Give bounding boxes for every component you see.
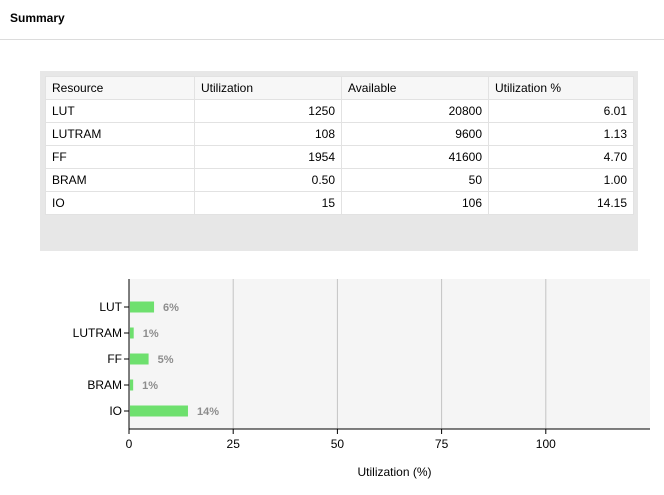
cell-utilization-pct: 6.01: [488, 99, 634, 123]
cell-utilization-pct: 1.00: [488, 168, 634, 192]
x-tick-label: 25: [227, 437, 241, 451]
cell-resource: FF: [45, 145, 195, 169]
cell-available: 106: [341, 191, 489, 215]
data-label: 6%: [163, 302, 179, 314]
cell-available: 50: [341, 168, 489, 192]
cell-available: 9600: [341, 122, 489, 146]
bar[interactable]: [130, 379, 134, 391]
cell-utilization: 1954: [194, 145, 342, 169]
x-tick-label: 75: [435, 437, 449, 451]
cell-utilization: 0.50: [194, 168, 342, 192]
column-header-resource[interactable]: Resource: [45, 76, 195, 100]
cell-available: 20800: [341, 99, 489, 123]
cell-resource: IO: [45, 191, 195, 215]
table-row[interactable]: LUT 1250 20800 6.01: [45, 99, 634, 123]
table-row[interactable]: IO 15 106 14.15: [45, 191, 634, 215]
cell-utilization: 108: [194, 122, 342, 146]
bar[interactable]: [130, 301, 155, 313]
cell-utilization: 1250: [194, 99, 342, 123]
x-tick-label: 100: [536, 437, 556, 451]
cell-resource: BRAM: [45, 168, 195, 192]
x-tick-label: 0: [126, 437, 133, 451]
data-label: 5%: [158, 354, 174, 366]
x-tick-label: 50: [331, 437, 345, 451]
bar[interactable]: [130, 353, 149, 365]
category-label: LUT: [99, 300, 122, 314]
utilization-bar-chart: 0 25 50 75 100 LUT 6% LUTRAM 1% FF 5% BRAM 1% IO 14% Ut…: [73, 279, 650, 479]
cell-utilization-pct: 1.13: [488, 122, 634, 146]
category-label: FF: [107, 352, 122, 366]
summary-title: Summary: [10, 11, 65, 25]
utilization-table: Resource Utilization Available Utilizati…: [45, 76, 634, 215]
utilization-table-container: Resource Utilization Available Utilizati…: [40, 71, 638, 251]
table-header-row: Resource Utilization Available Utilizati…: [45, 76, 634, 100]
category-label: LUTRAM: [73, 326, 122, 340]
cell-resource: LUT: [45, 99, 195, 123]
column-header-utilization-pct[interactable]: Utilization %: [488, 76, 634, 100]
data-label: 1%: [142, 380, 158, 392]
cell-utilization: 15: [194, 191, 342, 215]
cell-resource: LUTRAM: [45, 122, 195, 146]
cell-available: 41600: [341, 145, 489, 169]
x-axis-label: Utilization (%): [357, 465, 431, 479]
cell-utilization-pct: 4.70: [488, 145, 634, 169]
table-row[interactable]: BRAM 0.50 50 1.00: [45, 168, 634, 192]
column-header-utilization[interactable]: Utilization: [194, 76, 342, 100]
column-header-available[interactable]: Available: [341, 76, 489, 100]
plot-area: [129, 279, 650, 429]
table-row[interactable]: FF 1954 41600 4.70: [45, 145, 634, 169]
cell-utilization-pct: 14.15: [488, 191, 634, 215]
data-label: 14%: [197, 406, 219, 418]
summary-header: Summary: [0, 0, 664, 40]
data-label: 1%: [143, 328, 159, 340]
category-label: IO: [109, 404, 122, 418]
category-label: BRAM: [87, 378, 122, 392]
table-row[interactable]: LUTRAM 108 9600 1.13: [45, 122, 634, 146]
bar[interactable]: [130, 327, 134, 339]
bar[interactable]: [130, 405, 188, 417]
